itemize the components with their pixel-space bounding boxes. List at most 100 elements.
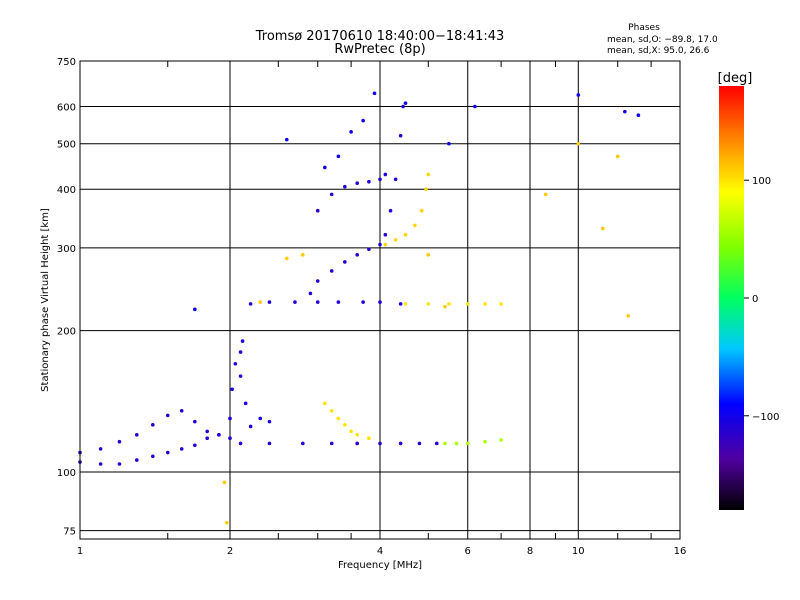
data-point: [499, 302, 503, 306]
data-point: [403, 232, 408, 237]
data-point: [238, 441, 243, 446]
data-point: [323, 401, 327, 406]
data-point: [473, 104, 477, 109]
data-point: [217, 433, 221, 437]
chart-title: Tromsø 20170610 18:40:00−18:41:43: [255, 29, 505, 44]
data-point: [151, 454, 155, 459]
series: [383, 172, 431, 247]
data-point: [413, 223, 417, 228]
data-point: [378, 300, 382, 304]
data-point: [465, 441, 470, 446]
data-point: [230, 387, 234, 392]
data-point: [205, 436, 209, 441]
data-point: [372, 91, 377, 96]
data-point: [301, 441, 305, 446]
series: [443, 438, 503, 446]
data-point: [343, 423, 347, 427]
axis-ticks: [167, 61, 652, 539]
data-point: [329, 441, 334, 446]
data-point: [284, 256, 289, 261]
data-point: [483, 439, 487, 444]
series: [248, 300, 403, 306]
x-tick-label: 8: [527, 546, 533, 557]
data-point: [426, 253, 431, 257]
data-point: [98, 462, 103, 466]
series: [403, 302, 503, 306]
data-point: [454, 441, 459, 446]
data-point: [349, 429, 353, 434]
data-point: [134, 458, 139, 462]
data-point: [367, 247, 371, 252]
data-point: [398, 441, 403, 446]
data-point: [233, 361, 238, 366]
data-point: [443, 441, 447, 446]
data-point: [447, 302, 451, 306]
data-point: [378, 242, 382, 247]
chart-subtitle: RwPretec (8p): [334, 42, 425, 57]
y-tick-label: 300: [57, 244, 76, 255]
data-point: [443, 304, 447, 309]
data-point: [224, 520, 229, 525]
data-point: [343, 260, 347, 264]
data-point: [238, 350, 243, 354]
data-point: [483, 302, 487, 306]
data-point: [417, 441, 422, 446]
data-point: [465, 302, 470, 306]
data-point: [98, 447, 103, 451]
phase-o-stats: mean, sd,O: −89.8, 17.0: [607, 35, 718, 45]
data-point: [315, 300, 320, 304]
data-point: [576, 93, 581, 97]
data-point: [636, 113, 641, 117]
colorbar-ticks: 100 0 −100: [744, 176, 779, 423]
data-point: [576, 141, 581, 146]
plot-frame: [79, 60, 681, 540]
x-tick-label: 16: [674, 546, 687, 557]
y-tick-labels: 75 100 200 300 400 500 600 750: [57, 57, 76, 538]
data-point: [398, 133, 403, 138]
data-point: [355, 253, 359, 257]
phase-summary: Phases mean, sd,O: −89.8, 17.0 mean, sd,…: [607, 23, 718, 56]
y-tick-label: 500: [57, 140, 76, 151]
data-point: [293, 300, 297, 304]
data-point: [601, 226, 605, 231]
series: [323, 401, 371, 441]
y-axis-label: Stationary phase Virtual Height [km]: [40, 208, 51, 392]
data-point: [329, 408, 334, 413]
series: [78, 433, 243, 466]
data-point: [258, 300, 263, 304]
data-point: [308, 291, 313, 296]
data-point: [205, 429, 209, 434]
data-point: [378, 177, 382, 182]
data-point: [398, 302, 403, 306]
data-point: [393, 238, 398, 242]
x-tick-label: 1: [77, 546, 83, 557]
colorbar: [deg] 100 0 −100: [718, 71, 779, 510]
data-point: [383, 232, 388, 237]
data-point: [355, 181, 359, 185]
data-point: [323, 165, 327, 170]
data-point: [383, 172, 388, 177]
x-tick-labels: 1 2 4 6 8 10 16: [77, 546, 687, 557]
data-point: [117, 462, 122, 466]
series: [222, 141, 631, 525]
y-tick-label: 75: [63, 527, 76, 538]
data-point: [626, 314, 631, 318]
data-point: [117, 439, 122, 444]
series: [193, 91, 641, 312]
phase-heading: Phases: [628, 23, 660, 33]
data-point: [543, 192, 548, 197]
data-point: [243, 401, 248, 406]
data-point: [434, 441, 439, 446]
series: [308, 104, 405, 296]
series: [78, 408, 221, 455]
colorbar-tick-label: −100: [752, 412, 779, 423]
data-point: [193, 307, 197, 312]
data-point: [499, 438, 503, 442]
data-point: [361, 300, 365, 304]
data-point: [315, 279, 320, 283]
data-point: [248, 424, 253, 429]
data-point: [403, 101, 408, 105]
data-point: [403, 302, 408, 306]
data-point: [240, 339, 245, 343]
x-tick-label: 10: [572, 546, 585, 557]
